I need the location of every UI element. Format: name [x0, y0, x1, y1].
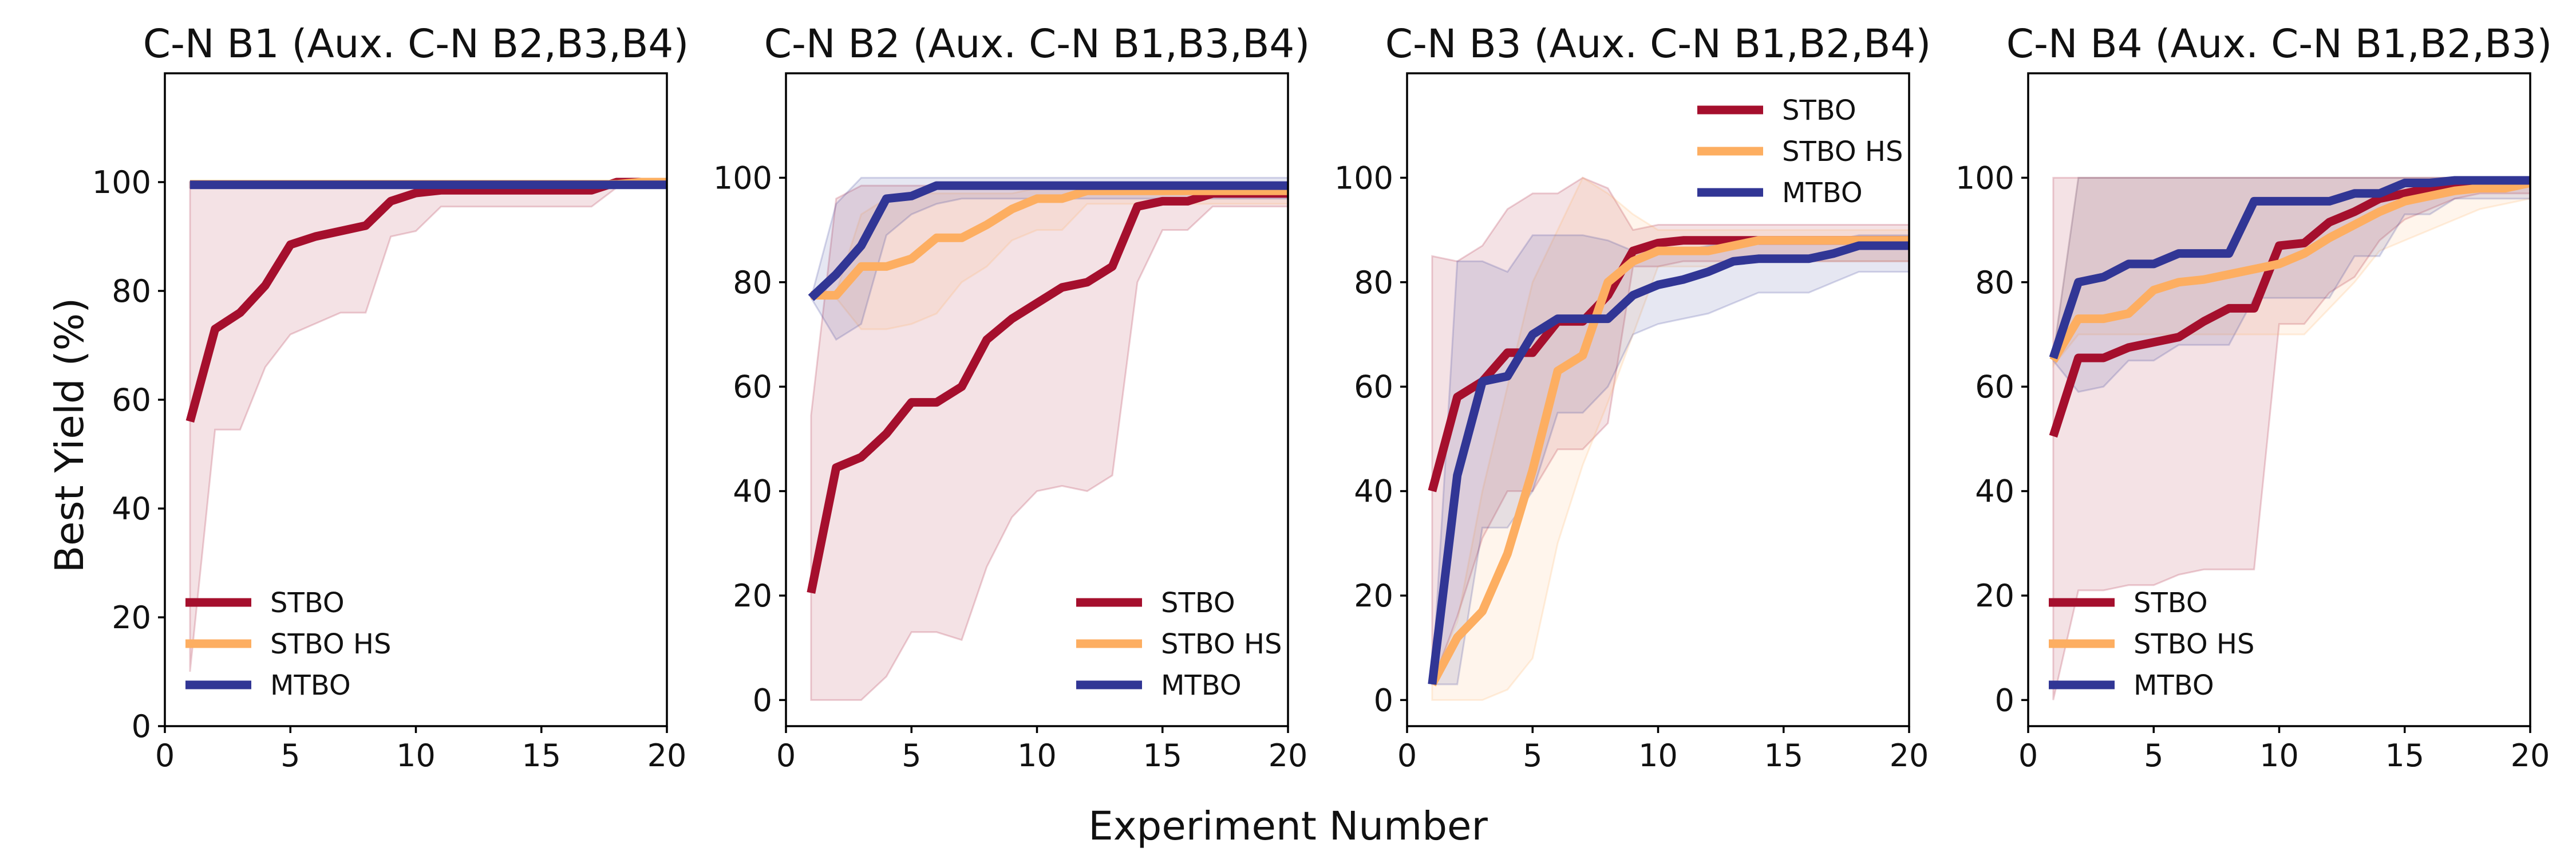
- chart-panel-4: 0 5 10 15 20 0 20 40 60 80 100 C-N B4 (Aux. C-N B1,…: [1955, 21, 2552, 774]
- legend-label: STBO: [2134, 587, 2208, 619]
- band-stbo: [2052, 176, 2530, 700]
- y-tick-label: 20: [1975, 578, 2014, 614]
- y-tick-label: 80: [1975, 265, 2014, 301]
- y-tick-label: 100: [1955, 160, 2014, 196]
- legend-label: STBO: [1161, 587, 1235, 619]
- x-tick-label: 0: [155, 738, 175, 774]
- legend-label: MTBO: [270, 669, 351, 702]
- y-tick-label: 60: [1354, 369, 1393, 405]
- line-stbo-hs: [2049, 179, 2530, 363]
- line-mtbo: [2049, 176, 2530, 360]
- y-tick-label: 0: [1995, 682, 2014, 718]
- legend: STBO STBO HS MTBO: [2049, 587, 2254, 702]
- x-tick-label: 5: [2144, 738, 2163, 774]
- y-tick-label: 80: [112, 273, 151, 309]
- line-stbo: [185, 178, 667, 423]
- legend-label: STBO HS: [1161, 628, 1282, 660]
- chart-title: C-N B4 (Aux. C-N B1,B2,B3): [2006, 21, 2552, 67]
- y-tick-label: 20: [112, 600, 151, 636]
- line-stbo-hs: [811, 186, 1288, 300]
- chart-title: C-N B1 (Aux. C-N B2,B3,B4): [143, 21, 689, 67]
- y-tick-label: 80: [733, 265, 772, 301]
- x-tick-label: 5: [280, 738, 300, 774]
- x-tick-label: 0: [2018, 738, 2038, 774]
- x-tick-label: 5: [902, 738, 921, 774]
- x-tick-label: 15: [521, 738, 561, 774]
- x-tick-label: 15: [1143, 738, 1182, 774]
- x-tick-label: 20: [1890, 738, 1929, 774]
- plot-area: [1428, 176, 1909, 701]
- line-mtbo: [808, 181, 1288, 301]
- y-tick-label: 40: [1354, 474, 1393, 510]
- plot-area: [185, 178, 667, 672]
- chart-title: C-N B3 (Aux. C-N B1,B2,B4): [1385, 21, 1931, 67]
- y-tick-label: 100: [92, 164, 151, 200]
- y-tick-label: 60: [112, 382, 151, 418]
- legend: STBO STBO HS MTBO: [1076, 587, 1282, 702]
- chart-panel-1: 0 5 10 15 20 0 20 40 60 80 100 C-N B1 (Aux. C-N B2,…: [92, 21, 689, 774]
- x-tick-label: 20: [2511, 738, 2550, 774]
- y-tick-label: 60: [733, 369, 772, 405]
- line-stbo-hs: [1428, 236, 1909, 687]
- y-tick-label: 0: [753, 682, 772, 718]
- band-stbo-hs: [1431, 176, 1909, 701]
- y-tick-label: 80: [1354, 265, 1393, 301]
- x-tick-label: 15: [1764, 738, 1803, 774]
- band-stbo: [189, 181, 667, 672]
- y-tick-label: 100: [713, 160, 772, 196]
- chart-panel-3: 0 5 10 15 20 0 20 40 60 80 100 C-N B3 (Aux. C-N B1,…: [1334, 21, 1931, 774]
- legend-label: STBO: [1782, 94, 1856, 127]
- legend-label: MTBO: [2134, 669, 2214, 702]
- y-tick-label: 20: [1354, 578, 1393, 614]
- chart-panel-2: 0 5 10 15 20 0 20 40 60 80 100 C-N B2 (Aux. C-N B1,…: [713, 21, 1310, 774]
- x-tick-label: 20: [1269, 738, 1308, 774]
- plot-area: [2049, 176, 2530, 700]
- band-stbo: [1431, 176, 1909, 685]
- x-tick-label: 10: [1017, 738, 1057, 774]
- legend-label: MTBO: [1782, 177, 1863, 209]
- legend-label: STBO: [270, 587, 345, 619]
- x-tick-label: 10: [2259, 738, 2299, 774]
- x-axis-label: Experiment Number: [1088, 803, 1488, 849]
- x-tick-label: 10: [1638, 738, 1678, 774]
- x-tick-label: 10: [396, 738, 436, 774]
- band-stbo-hs: [2052, 176, 2530, 368]
- x-tick-label: 0: [776, 738, 796, 774]
- y-tick-label: 40: [733, 474, 772, 510]
- chart-title: C-N B2 (Aux. C-N B1,B3,B4): [764, 21, 1310, 67]
- x-tick-label: 0: [1397, 738, 1417, 774]
- x-tick-label: 5: [1523, 738, 1542, 774]
- y-tick-label: 0: [132, 708, 151, 744]
- legend-label: STBO HS: [270, 628, 391, 660]
- line-mtbo: [1428, 241, 1909, 685]
- y-tick-label: 100: [1334, 160, 1393, 196]
- legend: STBO STBO HS MTBO: [1697, 94, 1903, 209]
- y-tick-label: 0: [1374, 682, 1393, 718]
- x-tick-label: 20: [647, 738, 687, 774]
- legend-label: STBO HS: [1782, 136, 1903, 168]
- band-stbo-hs: [810, 187, 1288, 330]
- y-axis-label: Best Yield (%): [47, 298, 93, 573]
- y-tick-label: 40: [112, 491, 151, 527]
- band-mtbo: [1431, 234, 1909, 685]
- plot-area: [807, 176, 1288, 701]
- legend: STBO STBO HS MTBO: [185, 587, 391, 702]
- x-tick-label: 15: [2385, 738, 2424, 774]
- legend-label: STBO HS: [2134, 628, 2254, 660]
- legend-label: MTBO: [1161, 669, 1242, 702]
- y-tick-label: 60: [1975, 369, 2014, 405]
- y-tick-label: 40: [1975, 474, 2014, 510]
- y-tick-label: 20: [733, 578, 772, 614]
